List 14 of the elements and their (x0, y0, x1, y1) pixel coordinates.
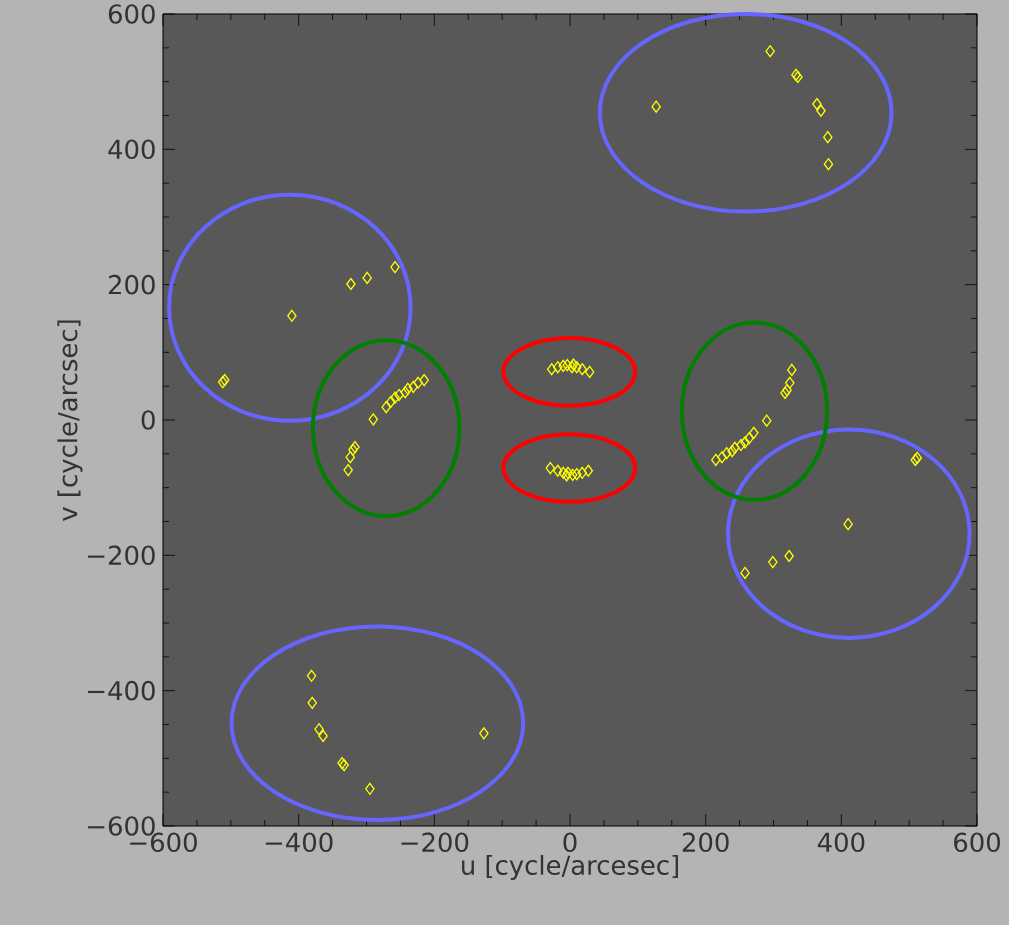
x-axis-title: u [cycle/arcesec] (462, 854, 678, 881)
y-tick-label: −200 (88, 545, 155, 566)
x-tick-label: 200 (682, 832, 729, 853)
x-tick-label: −200 (401, 832, 469, 853)
x-tick-label: 400 (817, 832, 865, 853)
y-tick-label: 600 (108, 4, 155, 24)
y-tick-label: 0 (141, 410, 155, 430)
y-tick-label: −400 (88, 680, 155, 701)
y-axis-title: v [cycle/arcsec] (57, 320, 83, 521)
y-tick-label: 400 (108, 139, 155, 160)
y-tick-label: 200 (108, 274, 155, 295)
x-tick-label: 0 (563, 832, 577, 853)
x-tick-label: 600 (954, 832, 1001, 853)
x-tick-label: −400 (265, 832, 333, 853)
